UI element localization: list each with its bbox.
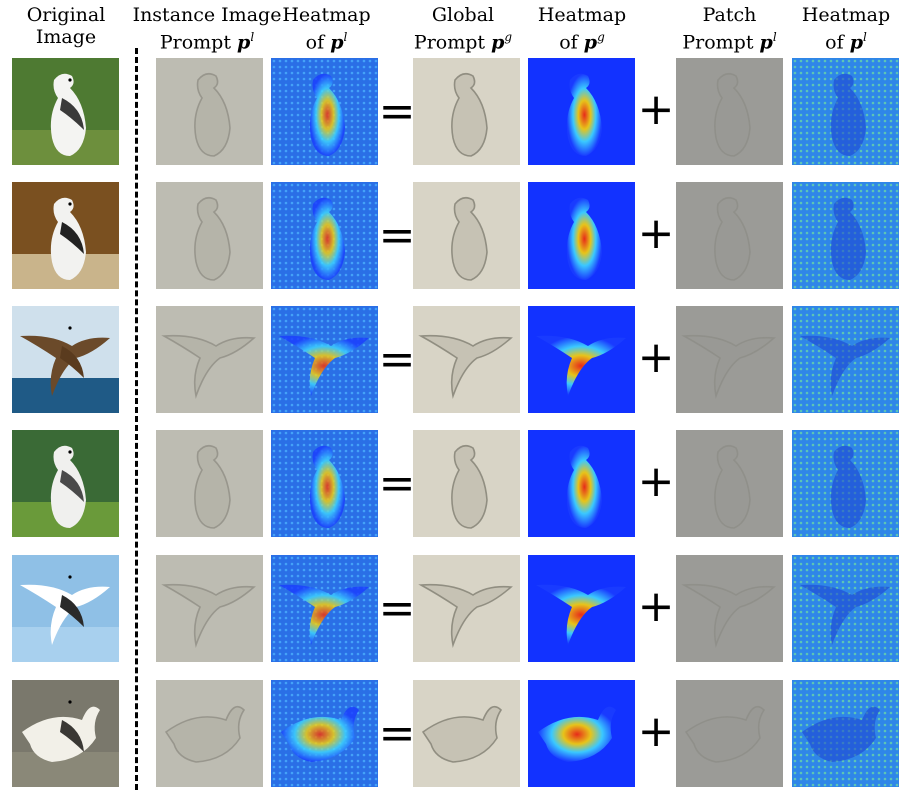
instance-prompt-image (156, 430, 263, 537)
patch-heatmap (792, 680, 899, 787)
header-line2: Prompt (682, 31, 754, 54)
plus-sign: + (637, 456, 675, 507)
instance-heatmap (271, 58, 378, 165)
header-superscript: l (343, 30, 348, 44)
equals-sign: = (378, 86, 416, 137)
header-line1: Instance Image (132, 4, 282, 26)
header-line2: Prompt (413, 31, 486, 54)
header-line1: Global (431, 4, 495, 26)
dashed-divider (135, 48, 138, 790)
patch-prompt-image (676, 430, 783, 537)
equals-sign: = (378, 334, 416, 385)
header-symbol: p (849, 31, 863, 54)
global-heatmap (528, 430, 635, 537)
header-superscript: g (597, 30, 605, 44)
header-patch-prompt: Patch Prompt pl (672, 4, 787, 53)
instance-prompt-image (156, 182, 263, 289)
equals-sign: = (378, 583, 416, 634)
header-symbol: p (237, 31, 251, 54)
original-image (12, 182, 119, 289)
header-line1: Patch (702, 4, 757, 26)
patch-heatmap (792, 306, 899, 413)
header-line2: of (825, 31, 844, 54)
global-heatmap (528, 182, 635, 289)
header-heatmap-patch: Heatmap of pl (792, 4, 900, 53)
header-line1: Heatmap (537, 4, 627, 26)
plus-sign: + (637, 208, 675, 259)
header-superscript: l (250, 30, 255, 44)
header-symbol: p (330, 31, 344, 54)
original-image (12, 555, 119, 662)
patch-prompt-image (676, 182, 783, 289)
patch-prompt-image (676, 555, 783, 662)
header-heatmap-instance: Heatmap of pl (274, 4, 379, 53)
global-prompt-image (413, 680, 520, 787)
header-symbol: p (491, 31, 505, 54)
header-line2: of (559, 31, 578, 54)
global-heatmap (528, 58, 635, 165)
patch-heatmap (792, 555, 899, 662)
header-symbol: p (759, 31, 773, 54)
header-instance-prompt: Instance Image Prompt pl (132, 4, 282, 53)
instance-heatmap (271, 182, 378, 289)
instance-prompt-image (156, 306, 263, 413)
original-image (12, 430, 119, 537)
header-global-prompt: Global Prompt pg (408, 4, 518, 53)
global-prompt-image (413, 555, 520, 662)
header-symbol: p (583, 31, 598, 54)
original-image (12, 680, 119, 787)
instance-heatmap (271, 555, 378, 662)
header-line2: Prompt (159, 31, 231, 54)
instance-heatmap (271, 680, 378, 787)
global-heatmap (528, 555, 635, 662)
global-prompt-image (413, 306, 520, 413)
patch-heatmap (792, 182, 899, 289)
header-line2: Image (35, 26, 97, 48)
patch-heatmap (792, 430, 899, 537)
header-superscript: g (504, 30, 513, 44)
instance-prompt-image (156, 58, 263, 165)
header-superscript: l (862, 30, 867, 44)
global-heatmap (528, 306, 635, 413)
header-line1: Original (26, 4, 106, 26)
equals-sign: = (378, 458, 416, 509)
instance-heatmap (271, 306, 378, 413)
header-line1: Heatmap (282, 4, 371, 26)
instance-prompt-image (156, 680, 263, 787)
patch-heatmap (792, 58, 899, 165)
equals-sign: = (378, 708, 416, 759)
header-superscript: l (772, 30, 777, 44)
instance-prompt-image (156, 555, 263, 662)
plus-sign: + (637, 581, 675, 632)
plus-sign: + (637, 706, 675, 757)
header-line2: of (305, 31, 325, 54)
global-prompt-image (413, 182, 520, 289)
patch-prompt-image (676, 680, 783, 787)
header-heatmap-global: Heatmap of pg (528, 4, 636, 53)
equals-sign: = (378, 210, 416, 261)
original-image (12, 58, 119, 165)
instance-heatmap (271, 430, 378, 537)
patch-prompt-image (676, 58, 783, 165)
patch-prompt-image (676, 306, 783, 413)
original-image (12, 306, 119, 413)
header-original-image: Original Image (12, 4, 120, 48)
global-prompt-image (413, 430, 520, 537)
plus-sign: + (637, 84, 675, 135)
header-line1: Heatmap (801, 4, 891, 26)
global-heatmap (528, 680, 635, 787)
plus-sign: + (637, 332, 675, 383)
global-prompt-image (413, 58, 520, 165)
